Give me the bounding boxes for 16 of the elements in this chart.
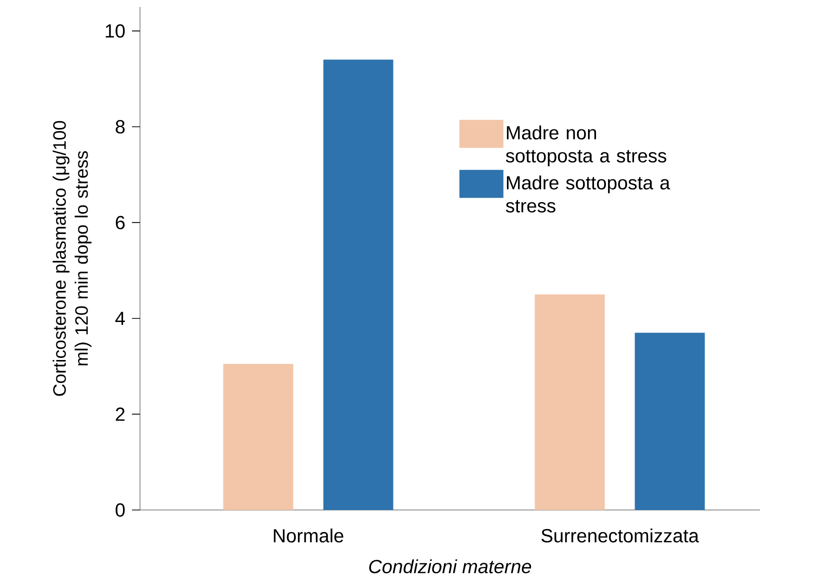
bar bbox=[223, 364, 294, 510]
x-tick-label: Surrenectomizzata bbox=[541, 528, 699, 542]
y-tick-label: 4 bbox=[115, 312, 125, 325]
bar bbox=[634, 332, 705, 510]
y-tick-label: 10 bbox=[106, 24, 125, 38]
y-tick-label: 6 bbox=[116, 216, 125, 230]
x-axis-title: Condizioni materne bbox=[369, 559, 532, 574]
bar bbox=[323, 60, 394, 510]
y-tick-label: 2 bbox=[116, 408, 125, 421]
y-tick-label: 0 bbox=[116, 503, 125, 517]
y-axis-title: Corticosterone plasmatico (μg/100 ml) 120 min dopo lo stress bbox=[52, 120, 92, 396]
y-tick-label: 8 bbox=[116, 120, 125, 134]
bar bbox=[534, 294, 605, 510]
legend-label: Madre sottoposta a stress bbox=[506, 176, 670, 212]
x-tick-label: Normale bbox=[274, 528, 344, 542]
legend-label: Madre non sottoposta a stress bbox=[506, 126, 666, 166]
